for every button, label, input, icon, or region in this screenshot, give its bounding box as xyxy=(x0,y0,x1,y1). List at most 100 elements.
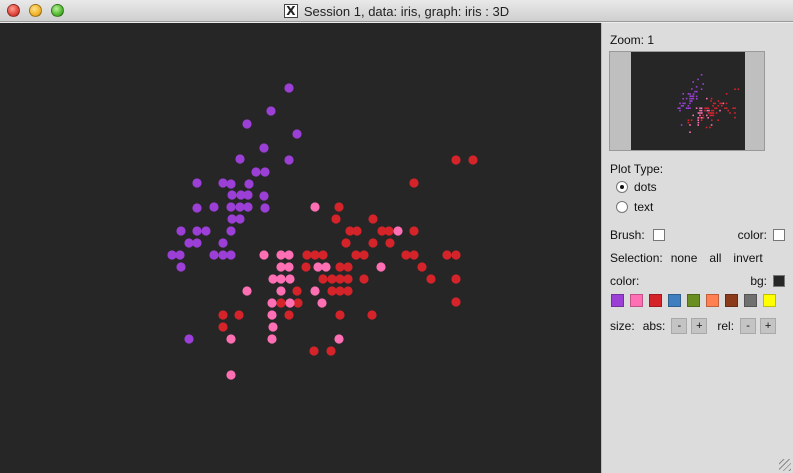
point-versicolor-4[interactable] xyxy=(276,250,286,260)
point-versicolor-17[interactable] xyxy=(267,298,277,308)
point-virginica-4[interactable] xyxy=(334,202,344,212)
point-setosa-27[interactable] xyxy=(192,226,202,236)
abs-decrease-button[interactable]: - xyxy=(671,318,688,334)
selection-none-button[interactable]: none xyxy=(670,251,698,265)
point-versicolor-13[interactable] xyxy=(285,274,295,284)
point-virginica-9[interactable] xyxy=(377,226,387,236)
point-setosa-5[interactable] xyxy=(259,143,269,153)
point-setosa-15[interactable] xyxy=(236,190,246,200)
point-virginica-44[interactable] xyxy=(284,310,294,320)
point-virginica-18[interactable] xyxy=(351,250,361,260)
palette-swatch-2[interactable] xyxy=(630,294,643,307)
point-virginica-6[interactable] xyxy=(368,214,378,224)
scatter-plot[interactable] xyxy=(0,23,601,473)
point-virginica-13[interactable] xyxy=(368,238,378,248)
point-virginica-3[interactable] xyxy=(409,178,419,188)
point-virginica-40[interactable] xyxy=(293,298,303,308)
point-setosa-16[interactable] xyxy=(243,190,253,200)
point-virginica-48[interactable] xyxy=(309,346,319,356)
point-virginica-2[interactable] xyxy=(468,155,478,165)
point-virginica-5[interactable] xyxy=(331,214,341,224)
plot-canvas[interactable] xyxy=(0,23,601,473)
point-versicolor-15[interactable] xyxy=(276,286,286,296)
point-setosa-37[interactable] xyxy=(226,250,236,260)
point-virginica-38[interactable] xyxy=(343,286,353,296)
point-virginica-22[interactable] xyxy=(442,250,452,260)
point-setosa-23[interactable] xyxy=(260,203,270,213)
minimize-window-button[interactable] xyxy=(29,4,42,17)
palette-swatch-6[interactable] xyxy=(706,294,719,307)
point-setosa-4[interactable] xyxy=(292,129,302,139)
minimap-viewport[interactable] xyxy=(631,52,745,150)
point-setosa-39[interactable] xyxy=(184,334,194,344)
point-versicolor-3[interactable] xyxy=(259,250,269,260)
point-setosa-26[interactable] xyxy=(176,226,186,236)
point-virginica-41[interactable] xyxy=(451,297,461,307)
point-versicolor-9[interactable] xyxy=(321,262,331,272)
point-virginica-15[interactable] xyxy=(302,250,312,260)
point-virginica-14[interactable] xyxy=(385,238,395,248)
point-setosa-13[interactable] xyxy=(244,179,254,189)
point-versicolor-20[interactable] xyxy=(267,310,277,320)
close-window-button[interactable] xyxy=(7,4,20,17)
point-virginica-8[interactable] xyxy=(352,226,362,236)
abs-increase-button[interactable]: + xyxy=(691,318,708,334)
zoom-window-button[interactable] xyxy=(51,4,64,17)
point-virginica-12[interactable] xyxy=(341,238,351,248)
point-versicolor-11[interactable] xyxy=(268,274,278,284)
point-virginica-25[interactable] xyxy=(335,262,345,272)
point-setosa-29[interactable] xyxy=(226,226,236,236)
point-versicolor-16[interactable] xyxy=(310,286,320,296)
point-virginica-17[interactable] xyxy=(318,250,328,260)
point-setosa-11[interactable] xyxy=(218,178,228,188)
point-virginica-39[interactable] xyxy=(276,298,286,308)
point-setosa-34[interactable] xyxy=(175,250,185,260)
point-setosa-36[interactable] xyxy=(218,250,228,260)
palette-swatch-1[interactable] xyxy=(611,294,624,307)
background-color-swatch[interactable] xyxy=(773,275,785,287)
point-setosa-10[interactable] xyxy=(192,178,202,188)
point-virginica-31[interactable] xyxy=(343,274,353,284)
point-versicolor-21[interactable] xyxy=(268,322,278,332)
rel-decrease-button[interactable]: - xyxy=(740,318,757,334)
point-setosa-24[interactable] xyxy=(227,214,237,224)
brush-color-swatch[interactable] xyxy=(773,229,785,241)
point-setosa-7[interactable] xyxy=(284,155,294,165)
point-setosa-1[interactable] xyxy=(284,83,294,93)
text-radio[interactable] xyxy=(616,201,628,213)
point-versicolor-18[interactable] xyxy=(285,298,295,308)
point-virginica-11[interactable] xyxy=(409,226,419,236)
point-virginica-21[interactable] xyxy=(409,250,419,260)
point-versicolor-6[interactable] xyxy=(276,262,286,272)
point-setosa-12[interactable] xyxy=(226,179,236,189)
point-setosa-20[interactable] xyxy=(235,202,245,212)
point-versicolor-1[interactable] xyxy=(310,202,320,212)
point-virginica-28[interactable] xyxy=(318,274,328,284)
point-setosa-19[interactable] xyxy=(226,202,236,212)
point-virginica-10[interactable] xyxy=(384,226,394,236)
point-virginica-16[interactable] xyxy=(310,250,320,260)
point-versicolor-5[interactable] xyxy=(284,250,294,260)
point-virginica-36[interactable] xyxy=(327,286,337,296)
palette-swatch-7[interactable] xyxy=(725,294,738,307)
point-versicolor-19[interactable] xyxy=(317,298,327,308)
point-virginica-46[interactable] xyxy=(367,310,377,320)
palette-swatch-8[interactable] xyxy=(744,294,757,307)
point-versicolor-10[interactable] xyxy=(376,262,386,272)
point-virginica-26[interactable] xyxy=(343,262,353,272)
palette-swatch-4[interactable] xyxy=(668,294,681,307)
point-setosa-3[interactable] xyxy=(242,119,252,129)
point-setosa-9[interactable] xyxy=(260,167,270,177)
dots-radio[interactable] xyxy=(616,181,628,193)
point-setosa-14[interactable] xyxy=(227,190,237,200)
point-virginica-7[interactable] xyxy=(345,226,355,236)
point-versicolor-2[interactable] xyxy=(393,226,403,236)
point-virginica-19[interactable] xyxy=(359,250,369,260)
selection-invert-button[interactable]: invert xyxy=(733,251,763,265)
point-virginica-35[interactable] xyxy=(292,286,302,296)
point-setosa-32[interactable] xyxy=(218,238,228,248)
point-versicolor-23[interactable] xyxy=(267,334,277,344)
palette-swatch-9[interactable] xyxy=(763,294,776,307)
point-versicolor-8[interactable] xyxy=(313,262,323,272)
brush-checkbox[interactable] xyxy=(652,229,665,241)
